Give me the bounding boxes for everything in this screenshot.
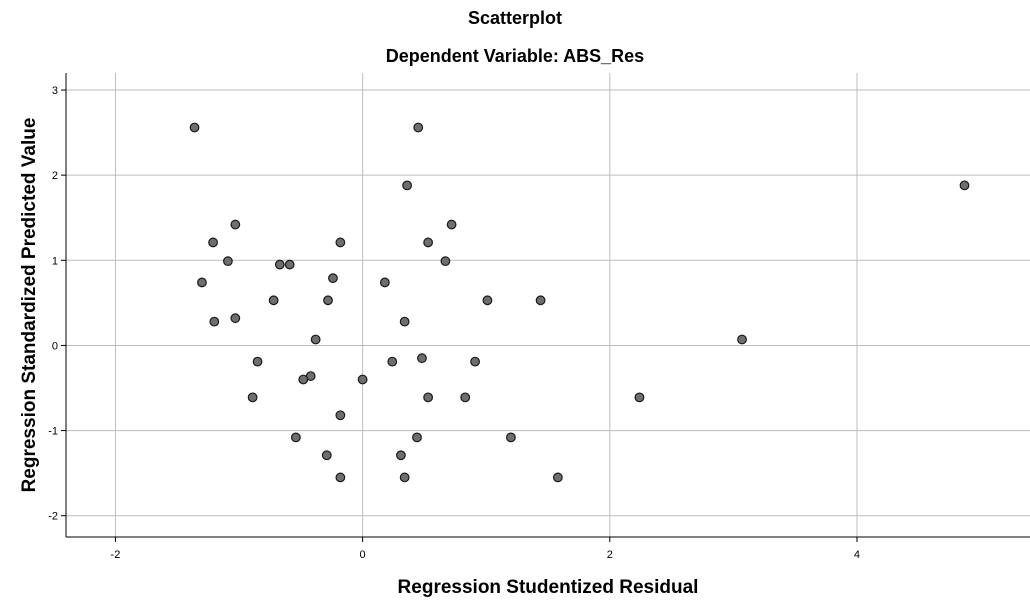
scatter-point: [417, 353, 427, 364]
scatter-point: [230, 219, 241, 230]
scatter-point: [737, 334, 747, 345]
scatter-point: [335, 472, 346, 483]
scatter-point: [423, 392, 434, 403]
y-axis-label: Regression Standardized Predicted Value: [19, 117, 40, 493]
scatter-point: [247, 392, 258, 403]
y-tick-label: 3: [52, 85, 58, 97]
y-tick-label: 2: [52, 170, 58, 182]
scatter-point: [310, 334, 321, 345]
x-tick-label: 0: [360, 549, 366, 561]
scatter-point: [423, 237, 434, 248]
scatter-point: [396, 450, 406, 461]
chart-subtitle: Dependent Variable: ABS_Res: [385, 46, 645, 66]
data-points: [189, 122, 970, 483]
scatter-point: [230, 313, 241, 324]
y-tick-label: 1: [52, 255, 58, 267]
scatter-point: [321, 450, 332, 461]
scatter-point: [413, 122, 424, 133]
scatter-point: [209, 316, 220, 327]
grid-lines: [66, 73, 1030, 537]
scatter-point: [189, 122, 200, 133]
y-tick-label: -1: [48, 426, 58, 438]
scatter-point: [440, 256, 451, 267]
tick-labels: -2 0 2 4 -2 -1 0 1 2 3: [48, 85, 860, 561]
scatter-point: [402, 180, 413, 191]
scatter-point: [399, 316, 410, 327]
scatter-point: [634, 392, 645, 403]
scatter-point: [268, 295, 279, 306]
scatter-point: [470, 356, 480, 367]
scatter-point: [335, 237, 346, 248]
y-tick-label: 0: [52, 340, 58, 352]
scatter-point: [387, 356, 398, 367]
scatter-point: [290, 432, 301, 443]
scatter-point: [223, 256, 233, 267]
x-tick-label: -2: [111, 549, 121, 561]
scatter-point: [274, 259, 285, 270]
scatter-point: [328, 273, 338, 284]
scatter-point: [482, 295, 493, 306]
scatter-point: [959, 180, 970, 191]
scatter-point: [399, 472, 410, 483]
scatter-point: [298, 374, 309, 385]
scatter-point: [379, 277, 390, 288]
scatter-point: [357, 374, 368, 385]
y-tick-label: -2: [48, 511, 58, 523]
scatter-point: [323, 295, 333, 306]
chart-title: Scatterplot: [467, 8, 563, 28]
scatter-point: [335, 410, 346, 421]
x-tick-label: 2: [607, 549, 613, 561]
scatter-point: [197, 277, 207, 288]
x-axis-label: Regression Studentized Residual: [397, 577, 699, 598]
scatter-point: [506, 432, 516, 443]
axes: [61, 73, 1030, 542]
scatter-point: [252, 356, 263, 367]
scatter-point: [208, 237, 218, 248]
scatter-point: [535, 295, 546, 306]
scatter-point: [446, 219, 457, 230]
x-tick-label: 4: [854, 549, 860, 561]
scatter-point: [460, 392, 471, 403]
scatter-point: [284, 259, 295, 270]
scatter-point: [552, 472, 563, 483]
scatter-point: [412, 432, 422, 443]
